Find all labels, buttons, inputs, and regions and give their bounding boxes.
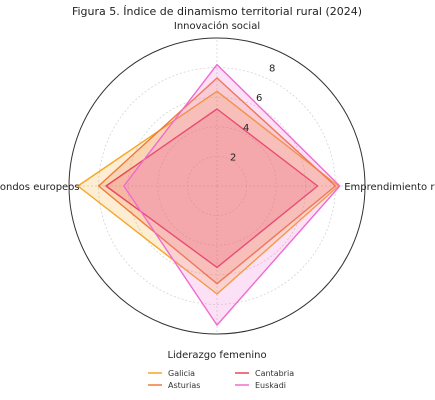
legend-label: Galicia	[168, 369, 195, 378]
legend-item-euskadi: Euskadi	[235, 381, 286, 390]
axis-label-0: Innovación social	[174, 20, 260, 32]
series-layer	[77, 63, 341, 326]
tick-label-8: 8	[269, 64, 275, 75]
tick-label-6: 6	[256, 93, 262, 104]
legend-item-cantabria: Cantabria	[235, 369, 294, 378]
tick-label-2: 2	[230, 152, 236, 163]
legend: Galicia Asturias Cantabria Euskadi	[148, 369, 294, 390]
axis-label-1: Emprendimiento rural	[344, 182, 435, 193]
axis-label-layer: Innovación social Emprendimiento rural Lid…	[0, 20, 435, 361]
series-asturias	[97, 77, 337, 285]
legend-item-galicia: Galicia	[148, 369, 195, 378]
legend-label: Cantabria	[255, 369, 294, 378]
series-galicia	[77, 90, 340, 295]
tick-layer: 2 4 6 8	[230, 64, 275, 164]
tick-label-4: 4	[243, 123, 249, 134]
grid-ring-4	[157, 126, 277, 246]
outer-ring	[68, 37, 366, 335]
legend-item-asturias: Asturias	[148, 381, 200, 390]
series-euskadi	[123, 63, 341, 326]
axis-label-3: Fondos europeos	[0, 182, 80, 193]
legend-label: Euskadi	[255, 381, 286, 390]
axis-label-2: Liderazgo femenino	[167, 350, 266, 361]
legend-label: Asturias	[168, 381, 200, 390]
chart-title: Figura 5. Índice de dinamismo territoria…	[72, 5, 362, 18]
